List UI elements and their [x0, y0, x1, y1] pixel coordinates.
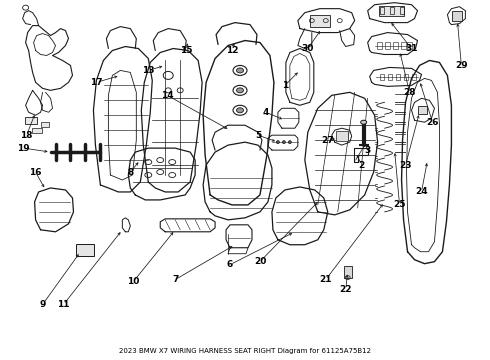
Text: 20: 20	[254, 257, 266, 266]
Text: 10: 10	[127, 277, 140, 286]
Bar	[385, 42, 390, 49]
Bar	[310, 15, 330, 27]
Text: 17: 17	[90, 78, 103, 87]
Bar	[379, 6, 404, 15]
Text: 14: 14	[161, 91, 173, 100]
Bar	[41, 122, 49, 127]
Text: 12: 12	[226, 46, 238, 55]
Bar	[76, 244, 95, 256]
Bar	[404, 75, 408, 80]
Bar	[388, 75, 392, 80]
Text: 5: 5	[255, 131, 261, 140]
Ellipse shape	[289, 141, 292, 144]
Ellipse shape	[276, 141, 279, 144]
Text: 22: 22	[340, 285, 352, 294]
Text: 19: 19	[17, 144, 30, 153]
Text: 30: 30	[302, 44, 314, 53]
Bar	[32, 128, 42, 133]
Text: 7: 7	[172, 275, 178, 284]
Ellipse shape	[361, 120, 367, 124]
Bar	[417, 106, 427, 114]
Bar	[336, 131, 348, 141]
Text: 24: 24	[415, 188, 428, 197]
Bar	[393, 42, 398, 49]
Bar	[401, 42, 406, 49]
Text: 28: 28	[403, 88, 416, 97]
Ellipse shape	[237, 88, 244, 93]
Ellipse shape	[237, 68, 244, 73]
Text: 11: 11	[57, 300, 70, 309]
Text: 2023 BMW X7 WIRING HARNESS SEAT RIGHT Diagram for 61125A75B12: 2023 BMW X7 WIRING HARNESS SEAT RIGHT Di…	[119, 348, 371, 354]
Bar	[399, 7, 404, 14]
Bar	[390, 7, 393, 14]
Bar	[395, 75, 399, 80]
Text: 26: 26	[426, 118, 439, 127]
Text: 8: 8	[127, 167, 133, 176]
Bar	[380, 7, 384, 14]
Text: 25: 25	[393, 201, 406, 210]
Text: 13: 13	[142, 66, 154, 75]
Text: 1: 1	[282, 81, 288, 90]
Text: 16: 16	[29, 167, 42, 176]
Ellipse shape	[282, 141, 285, 144]
Text: 2: 2	[359, 161, 365, 170]
Text: 29: 29	[455, 61, 467, 70]
Ellipse shape	[237, 108, 244, 113]
Bar	[412, 75, 416, 80]
Text: 27: 27	[321, 136, 334, 145]
Bar	[407, 42, 412, 49]
Text: 31: 31	[405, 44, 418, 53]
Bar	[343, 266, 352, 278]
Text: 3: 3	[365, 145, 371, 154]
Text: 21: 21	[319, 275, 332, 284]
Text: 9: 9	[39, 300, 46, 309]
Bar	[452, 11, 463, 21]
Bar	[24, 117, 37, 124]
Text: 15: 15	[180, 46, 193, 55]
Text: 23: 23	[399, 161, 412, 170]
Text: 4: 4	[263, 108, 269, 117]
Text: 6: 6	[227, 260, 233, 269]
Bar	[380, 75, 384, 80]
Text: 18: 18	[21, 131, 33, 140]
Bar	[377, 42, 382, 49]
